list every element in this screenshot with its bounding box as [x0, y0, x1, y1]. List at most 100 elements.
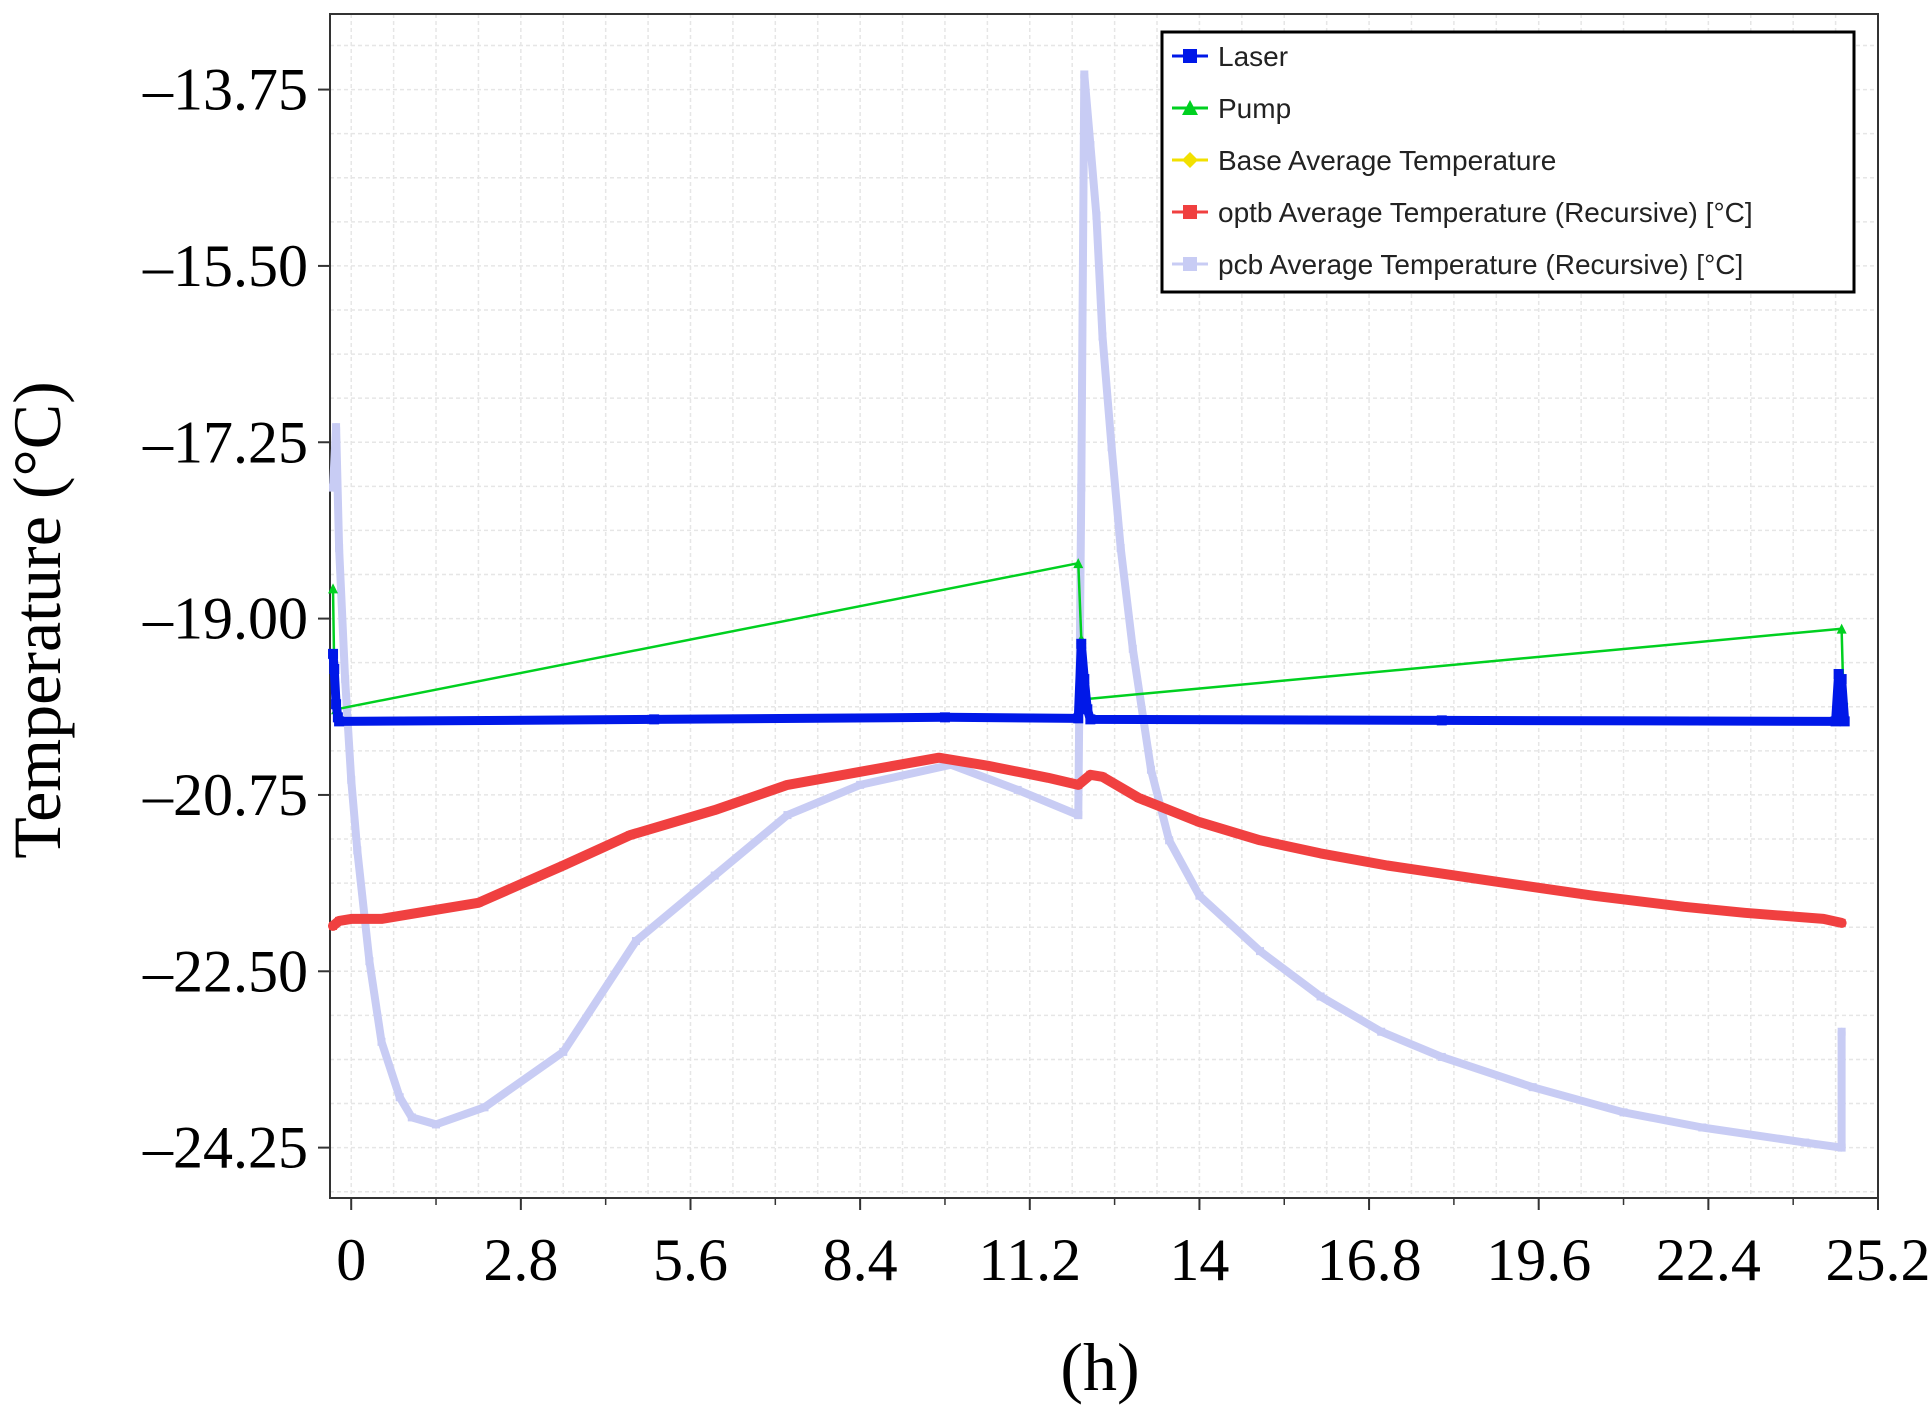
data-point [856, 780, 865, 789]
legend-box [1160, 30, 1856, 294]
legend-item: optb Average Temperature (Recursive) [°C… [1172, 197, 1753, 228]
data-point [377, 1037, 386, 1046]
data-point [1680, 902, 1689, 911]
x-tick-label: 11.2 [978, 1227, 1081, 1293]
data-point [1436, 715, 1447, 726]
data-point [1256, 947, 1265, 956]
legend: Laser Pump Base Average Temperature optb Av… [1160, 30, 1856, 294]
y-tick-label: –24.25 [142, 1115, 308, 1181]
data-point [649, 714, 660, 725]
data-point [335, 916, 344, 925]
data-point [1316, 992, 1325, 1001]
data-point [329, 483, 338, 492]
data-point [1839, 716, 1850, 727]
data-point [1086, 770, 1095, 779]
data-point [1836, 674, 1847, 685]
x-tick-label: 0 [336, 1227, 366, 1293]
data-point [856, 767, 865, 776]
legend-label: Pump [1218, 93, 1291, 124]
data-point [1085, 714, 1096, 725]
data-point [1073, 558, 1084, 569]
plot-frame [329, 13, 1879, 1199]
data-point [559, 861, 568, 870]
data-point [334, 716, 345, 727]
legend-marker [1182, 152, 1198, 168]
data-point [1074, 780, 1083, 789]
data-point [407, 1113, 416, 1122]
data-point [1437, 1052, 1446, 1061]
data-point [1013, 785, 1022, 794]
legend-marker [1183, 49, 1197, 63]
legend-marker [1183, 257, 1197, 271]
data-point [1116, 544, 1125, 553]
x-tick-label: 16.8 [1317, 1227, 1422, 1293]
data-point [1195, 891, 1204, 900]
data-point [353, 846, 362, 855]
data-point [328, 583, 339, 594]
legend-item: Pump [1172, 93, 1291, 124]
data-point [1073, 713, 1084, 724]
data-point [1098, 772, 1107, 781]
data-point [341, 675, 350, 684]
x-tick-label: 14 [1169, 1227, 1229, 1293]
x-tick-label: 19.6 [1486, 1227, 1591, 1293]
y-tick-label: –20.75 [142, 762, 308, 828]
data-point [1082, 704, 1093, 715]
data-point [1080, 70, 1089, 79]
legend-item: Laser [1172, 41, 1288, 72]
series-optb [328, 752, 1847, 931]
y-axis-title: Temperature (°C) [0, 381, 75, 858]
y-tick-label: –17.25 [142, 409, 308, 475]
data-point [438, 904, 447, 913]
axes: 0 2.8 5.6 8.4 11.2 14 16.8 19.6 22.4 25.2 –13.75 –1… [142, 57, 1928, 1293]
series-laser [328, 638, 1850, 727]
data-point [1195, 818, 1204, 827]
data-point [1837, 1143, 1846, 1152]
series-line [328, 752, 1847, 931]
data-point [710, 871, 719, 880]
y-tick-label: –15.50 [142, 233, 308, 299]
data-point [328, 648, 339, 659]
data-point [329, 921, 338, 930]
data-point [1377, 1027, 1386, 1036]
data-point [1134, 793, 1143, 802]
data-point [1077, 483, 1086, 492]
data-point [1801, 1138, 1810, 1147]
data-point [1698, 1123, 1707, 1132]
data-point [710, 806, 719, 815]
data-point [1092, 211, 1101, 220]
data-point [1619, 1108, 1628, 1117]
data-point [1128, 644, 1137, 653]
legend-label: Base Average Temperature [1218, 145, 1556, 176]
data-point [347, 775, 356, 784]
data-point [1830, 716, 1841, 727]
data-point [983, 761, 992, 770]
data-point [335, 544, 344, 553]
legend-marker [1182, 100, 1198, 115]
data-point [1316, 849, 1325, 858]
data-point [1074, 811, 1083, 820]
legend-marker [1183, 205, 1197, 219]
data-point [1836, 623, 1847, 634]
series-layer [328, 70, 1850, 1152]
legend-item: Base Average Temperature [1172, 145, 1556, 176]
data-point [1107, 443, 1116, 452]
y-tick-label: –13.75 [142, 57, 308, 123]
data-point [1837, 918, 1846, 927]
data-point [1146, 765, 1155, 774]
data-point [1079, 674, 1090, 685]
data-point [1098, 332, 1107, 341]
data-point [432, 1120, 441, 1129]
data-point [1589, 891, 1598, 900]
data-point [377, 914, 386, 923]
x-tick-label: 25.2 [1826, 1227, 1928, 1293]
series-pcb [329, 70, 1846, 1152]
x-tick-label: 2.8 [483, 1227, 558, 1293]
data-point [1498, 878, 1507, 887]
data-point [480, 1103, 489, 1112]
plot-area-border [329, 13, 1879, 1199]
data-point [783, 780, 792, 789]
data-point [347, 914, 356, 923]
legend-label: Laser [1218, 41, 1288, 72]
data-point [474, 898, 483, 907]
